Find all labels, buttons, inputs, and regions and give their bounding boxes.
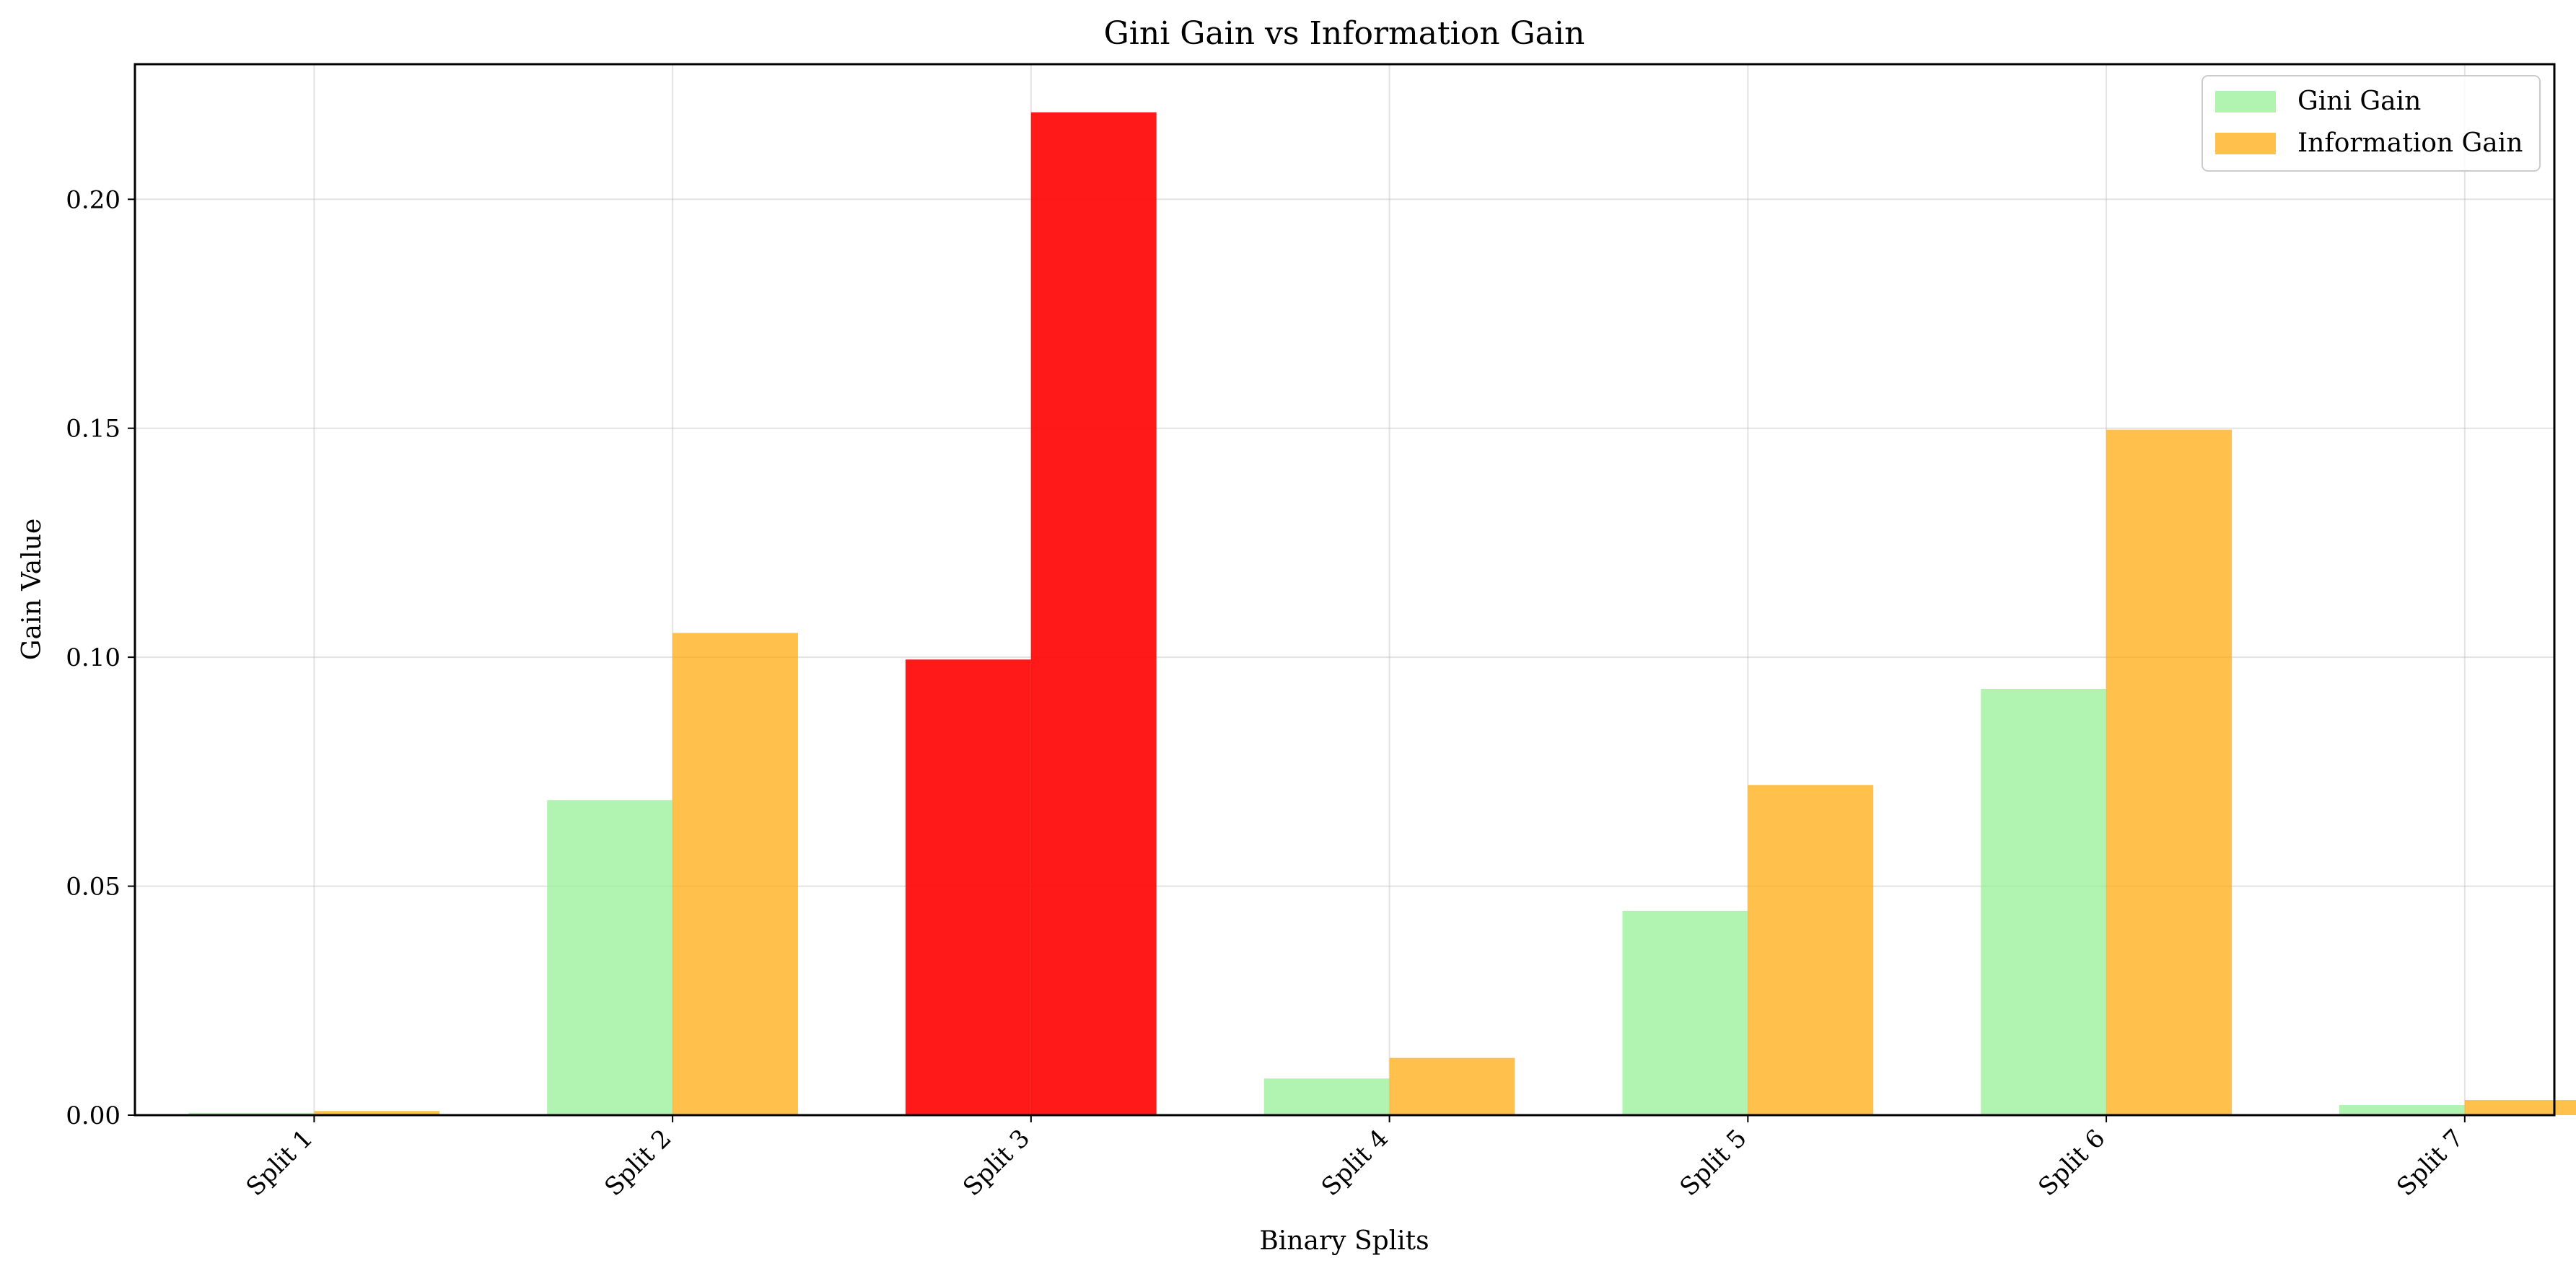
bar-gini-gain-split-3	[905, 659, 1031, 1115]
y-axis-label: Gain Value	[17, 519, 47, 661]
legend-label-information-gain: Information Gain	[2297, 128, 2523, 158]
bar-gini-gain-split-6	[1981, 688, 2107, 1115]
bar-gini-gain-split-7	[2339, 1105, 2465, 1115]
bar-information-gain-split-7	[2464, 1100, 2576, 1115]
y-tick-label: 0.10	[66, 643, 121, 672]
bar-information-gain-split-4	[1389, 1057, 1515, 1115]
y-tick-label: 0.20	[66, 185, 121, 214]
bars	[188, 112, 2576, 1115]
legend-frame	[2202, 75, 2541, 172]
bar-gini-gain-split-2	[547, 800, 673, 1115]
bar-information-gain-split-1	[314, 1111, 440, 1115]
y-tick-label: 0.00	[66, 1101, 121, 1130]
legend-swatch-information-gain	[2215, 133, 2276, 154]
bar-information-gain-split-3	[1030, 112, 1157, 1115]
legend-label-gini-gain: Gini Gain	[2297, 87, 2421, 116]
bar-gini-gain-split-5	[1622, 910, 1748, 1115]
chart-title: Gini Gain vs Information Gain	[1104, 15, 1585, 52]
bar-information-gain-split-6	[2106, 429, 2232, 1115]
legend: Gini Gain Information Gain	[2202, 75, 2541, 172]
y-tick-label: 0.05	[66, 873, 121, 902]
legend-swatch-gini-gain	[2215, 91, 2276, 113]
x-axis-label: Binary Splits	[1259, 1226, 1429, 1256]
bar-gini-gain-split-4	[1263, 1078, 1390, 1115]
bar-information-gain-split-2	[673, 633, 798, 1115]
plot-frame	[133, 63, 2556, 1117]
y-tick-label: 0.15	[66, 415, 121, 444]
bar-gini-gain-split-1	[188, 1112, 315, 1115]
bar-information-gain-split-5	[1748, 785, 1874, 1115]
